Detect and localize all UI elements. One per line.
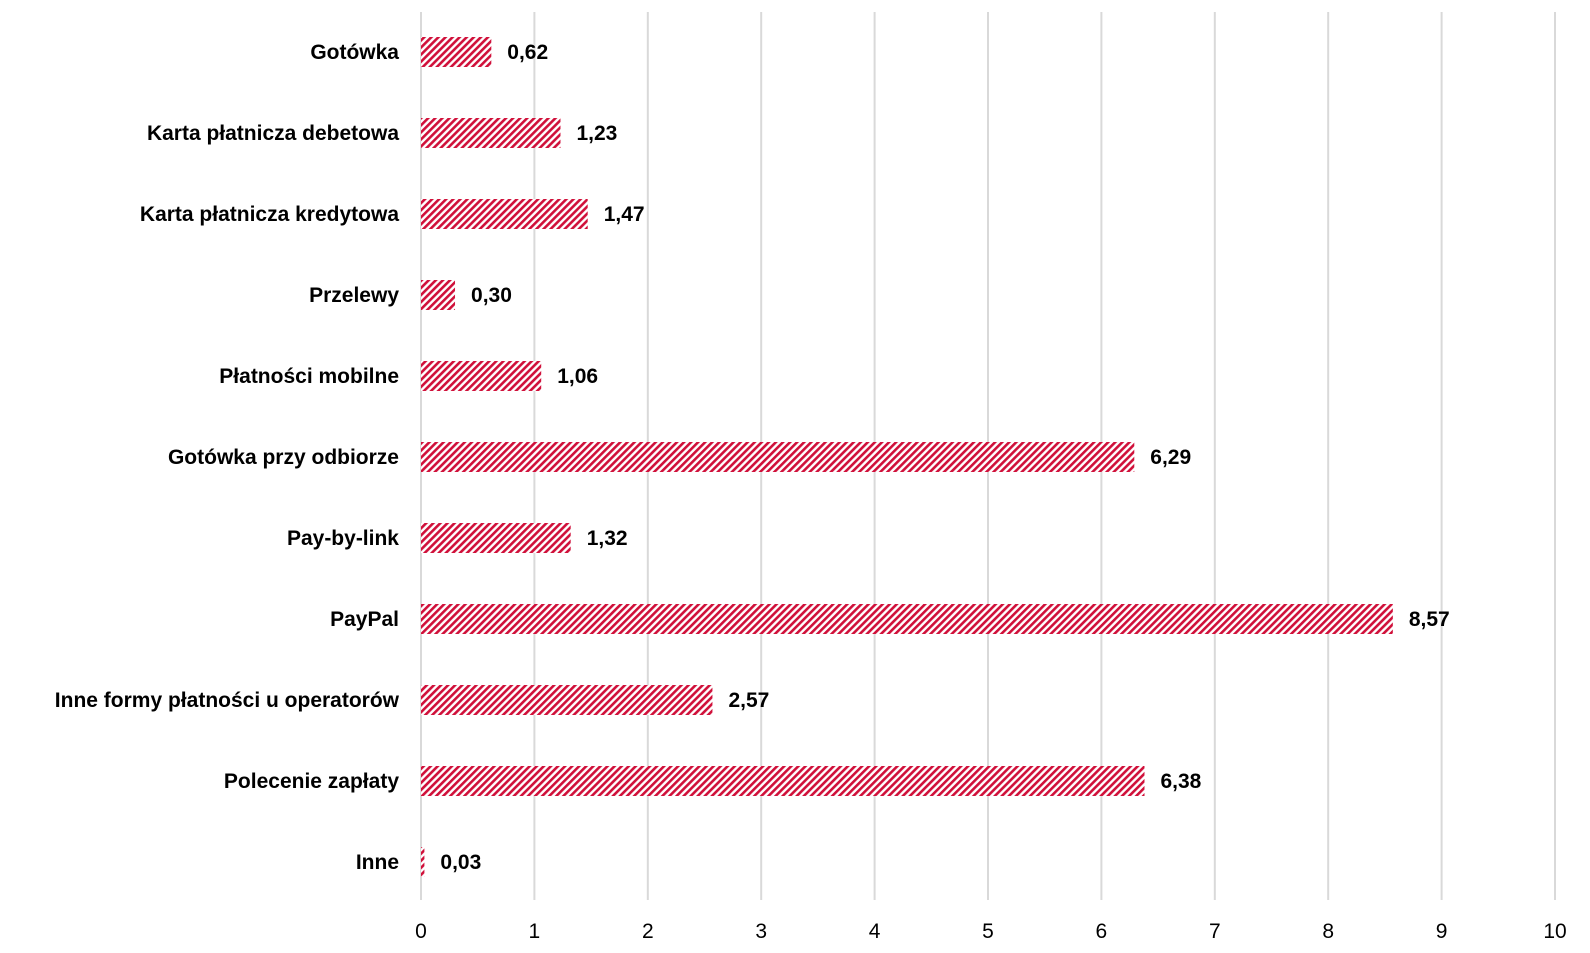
x-tick-label: 1 [529, 920, 541, 943]
x-tick-label: 0 [415, 920, 427, 943]
category-label: Inne [356, 851, 399, 874]
bar [421, 766, 1145, 796]
bar [421, 847, 425, 877]
x-tick-label: 7 [1209, 920, 1221, 943]
category-label: Gotówka [310, 41, 399, 64]
bar [421, 442, 1135, 472]
value-label: 1,32 [587, 527, 628, 550]
value-label: 0,03 [440, 851, 481, 874]
bar [421, 685, 713, 715]
category-label: Pay-by-link [287, 527, 399, 550]
category-label: Karta płatnicza debetowa [147, 122, 399, 145]
bar [421, 118, 561, 148]
category-label: PayPal [330, 608, 399, 631]
value-labels: 0,62 1,23 1,47 0,30 1,06 6,29 1,32 8,57 2,57 6,38… [440, 41, 1449, 874]
value-label: 6,29 [1150, 446, 1191, 469]
bar [421, 361, 542, 391]
x-tick-label: 2 [642, 920, 654, 943]
bars [421, 37, 1393, 877]
bar [421, 199, 588, 229]
category-label: Polecenie zapłaty [224, 770, 399, 793]
bar [421, 604, 1393, 634]
value-label: 1,06 [557, 365, 598, 388]
x-tick-label: 5 [982, 920, 994, 943]
x-tick-label: 3 [755, 920, 767, 943]
category-label: Płatności mobilne [219, 365, 399, 388]
category-labels: Gotówka Karta płatnicza debetowa Karta pła… [55, 41, 400, 874]
bar [421, 280, 456, 310]
category-label: Przelewy [309, 284, 399, 307]
category-label: Inne formy płatności u operatorów [55, 689, 400, 712]
x-tick-label: 4 [869, 920, 881, 943]
category-label: Gotówka przy odbiorze [168, 446, 399, 469]
bar [421, 37, 492, 67]
x-axis-tick-labels: 0 1 2 3 4 5 6 7 8 9 10 [415, 920, 1567, 943]
x-tick-label: 8 [1322, 920, 1334, 943]
category-label: Karta płatnicza kredytowa [140, 203, 399, 226]
value-label: 0,30 [471, 284, 512, 307]
value-label: 1,23 [576, 122, 617, 145]
value-label: 8,57 [1409, 608, 1450, 631]
value-label: 6,38 [1160, 770, 1201, 793]
value-label: 2,57 [728, 689, 769, 712]
value-label: 0,62 [507, 41, 548, 64]
x-tick-label: 9 [1436, 920, 1448, 943]
x-tick-label: 6 [1096, 920, 1108, 943]
x-tick-label: 10 [1543, 920, 1566, 943]
value-label: 1,47 [604, 203, 645, 226]
bar [421, 523, 571, 553]
